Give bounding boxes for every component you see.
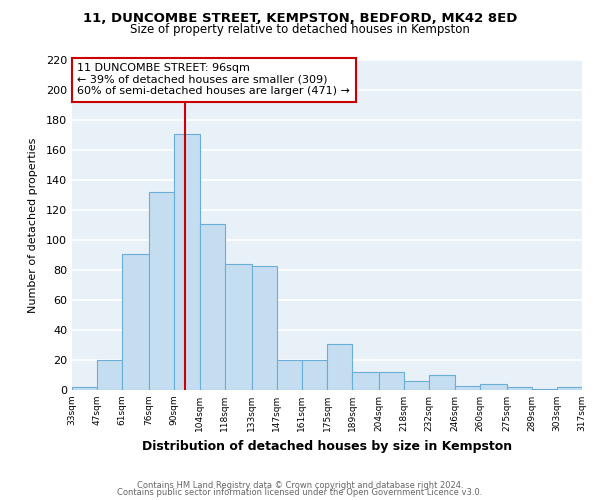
Bar <box>72 387 97 390</box>
Bar <box>175 134 199 390</box>
Bar <box>122 254 149 390</box>
Bar <box>251 266 277 390</box>
Bar <box>97 360 122 390</box>
Bar <box>379 372 404 390</box>
Bar <box>149 192 175 390</box>
Text: 11 DUNCOMBE STREET: 96sqm
← 39% of detached houses are smaller (309)
60% of semi: 11 DUNCOMBE STREET: 96sqm ← 39% of detac… <box>77 64 350 96</box>
Bar <box>532 388 557 390</box>
Bar <box>430 375 455 390</box>
Y-axis label: Number of detached properties: Number of detached properties <box>28 138 38 312</box>
Bar <box>506 387 532 390</box>
Text: 11, DUNCOMBE STREET, KEMPSTON, BEDFORD, MK42 8ED: 11, DUNCOMBE STREET, KEMPSTON, BEDFORD, … <box>83 12 517 26</box>
Bar <box>277 360 302 390</box>
Bar <box>327 344 352 390</box>
Text: Contains public sector information licensed under the Open Government Licence v3: Contains public sector information licen… <box>118 488 482 497</box>
Bar <box>302 360 327 390</box>
Bar <box>404 381 430 390</box>
Bar <box>455 386 479 390</box>
Bar <box>479 384 506 390</box>
Bar <box>224 264 251 390</box>
Bar <box>557 387 582 390</box>
Bar <box>352 372 379 390</box>
Text: Contains HM Land Registry data © Crown copyright and database right 2024.: Contains HM Land Registry data © Crown c… <box>137 480 463 490</box>
Text: Size of property relative to detached houses in Kempston: Size of property relative to detached ho… <box>130 22 470 36</box>
Bar <box>199 224 224 390</box>
X-axis label: Distribution of detached houses by size in Kempston: Distribution of detached houses by size … <box>142 440 512 452</box>
